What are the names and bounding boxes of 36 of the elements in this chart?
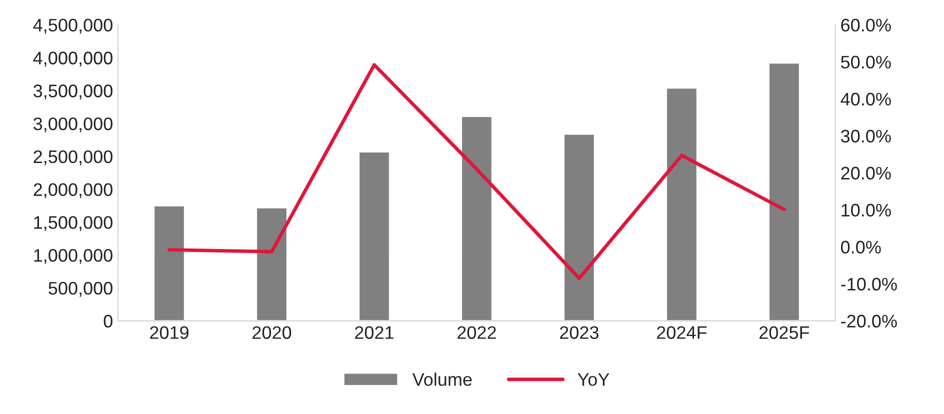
bar	[563, 133, 596, 321]
bar	[358, 151, 390, 321]
legend-label: Volume	[412, 372, 472, 386]
bar	[666, 87, 698, 321]
y-tick-label: 1,000,000	[34, 249, 112, 264]
x-tick-label: 2021	[355, 326, 394, 339]
y2-tick-label: 20.0%	[841, 166, 891, 180]
x-tick-label: 2023	[560, 326, 599, 339]
y-tick-label: 2,000,000	[34, 183, 112, 198]
y-tick-label: 500,000	[48, 282, 112, 297]
y-tick-label: 4,000,000	[33, 52, 112, 67]
y2-tick-label: -20.0%	[841, 314, 897, 328]
y2-tick-label: 50.0%	[841, 56, 891, 69]
y2-tick-label: 60.0%	[841, 18, 891, 32]
y-tick-label: 3,000,000	[34, 117, 112, 132]
y-tick-label: 0	[104, 314, 112, 328]
y2-tick-label: -10.0%	[841, 278, 897, 291]
x-tick-label: 2022	[458, 326, 496, 339]
y2-tick-label: 0.0%	[841, 240, 881, 254]
x-tick-label: 2019	[150, 326, 188, 339]
x-tick-label: 2020	[252, 326, 292, 339]
bar	[768, 62, 800, 321]
x-tick-label: 2025F	[760, 326, 810, 339]
x-tick-label: 2024F	[657, 326, 707, 339]
y2-tick-label: 40.0%	[840, 92, 891, 106]
y-tick-label: 1,500,000	[34, 216, 112, 232]
y-tick-label: 4,500,000	[33, 18, 112, 34]
y-tick-label: 3,500,000	[34, 84, 112, 100]
line-series	[168, 63, 786, 280]
bar	[460, 116, 493, 321]
legend-label: YoY	[578, 373, 610, 386]
bar	[256, 207, 288, 321]
y2-tick-label: 30.0%	[840, 130, 891, 143]
y-tick-label: 2,500,000	[34, 150, 112, 166]
y2-tick-label: 10.0%	[842, 204, 891, 217]
bar	[153, 205, 186, 321]
